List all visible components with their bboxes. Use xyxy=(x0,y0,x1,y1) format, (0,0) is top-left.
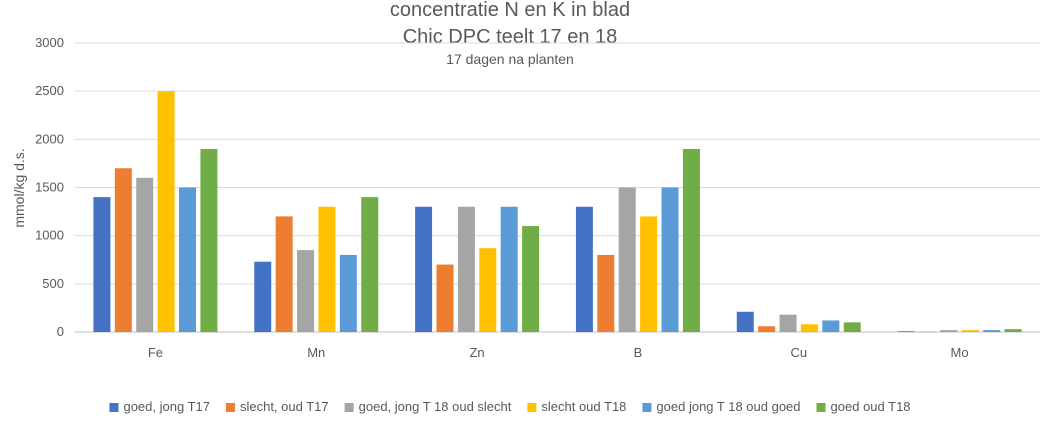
legend-label: slecht oud T18 xyxy=(541,399,626,414)
bar-mn-series-6 xyxy=(361,197,379,332)
bar-zn-series-3 xyxy=(457,206,475,332)
legend-item: slecht, oud T17 xyxy=(225,399,329,414)
bar-mn-series-1 xyxy=(254,261,272,332)
bar-cu-series-3 xyxy=(779,314,797,332)
y-tick-label: 1000 xyxy=(35,228,64,243)
bar-zn-series-1 xyxy=(415,206,433,332)
bar-mo-series-2 xyxy=(918,331,936,333)
bar-fe-series-5 xyxy=(179,187,197,332)
legend-label: goed, jong T17 xyxy=(123,399,210,414)
bar-fe-series-6 xyxy=(200,148,218,332)
bar-cu-series-5 xyxy=(822,320,840,332)
chart-title-line-2: Chic DPC teelt 17 en 18 xyxy=(403,26,618,48)
bar-b-series-2 xyxy=(597,254,615,332)
bar-b-series-6 xyxy=(682,148,700,332)
bar-zn-series-5 xyxy=(500,206,518,332)
bar-b-series-5 xyxy=(661,187,679,332)
gridlines xyxy=(75,42,1040,333)
legend-label: slecht, oud T17 xyxy=(240,399,329,414)
bar-mn-series-4 xyxy=(318,206,336,332)
legend-swatch xyxy=(642,403,652,412)
legend-label: goed oud T18 xyxy=(831,399,911,414)
bar-zn-series-4 xyxy=(479,248,497,332)
x-tick-label: Fe xyxy=(148,345,163,360)
bar-fe-series-1 xyxy=(93,197,111,332)
bar-mo-series-5 xyxy=(983,330,1001,332)
x-tick-label: Zn xyxy=(469,345,484,360)
legend-label: goed, jong T 18 oud slecht xyxy=(359,399,512,414)
x-tick-label: Mn xyxy=(307,345,325,360)
bar-mo-series-1 xyxy=(897,331,915,332)
bar-b-series-4 xyxy=(640,216,658,332)
legend-item: goed jong T 18 oud goed xyxy=(642,399,801,414)
bar-cu-series-6 xyxy=(843,322,861,332)
y-axis-label: mmol/kg d.s. xyxy=(11,148,27,227)
bar-cu-series-1 xyxy=(736,311,754,332)
bar-fe-series-2 xyxy=(114,168,132,332)
legend-swatch xyxy=(816,403,826,412)
y-tick-label: 500 xyxy=(42,276,64,291)
legend-item: goed, jong T17 xyxy=(109,399,210,414)
legend-swatch xyxy=(225,403,235,412)
bars xyxy=(93,91,1022,333)
bar-mo-series-4 xyxy=(961,330,979,332)
bar-mn-series-2 xyxy=(275,216,293,332)
legend-item: slecht oud T18 xyxy=(527,399,626,414)
bar-fe-series-4 xyxy=(157,91,175,333)
bar-mn-series-5 xyxy=(339,254,357,332)
legend-swatch xyxy=(109,403,119,412)
x-axis-ticks: Fe Mn Zn B Cu Mo xyxy=(148,345,969,360)
bar-cu-series-4 xyxy=(800,324,818,332)
legend-label: goed jong T 18 oud goed xyxy=(656,399,800,414)
y-tick-label: 2000 xyxy=(35,131,64,146)
x-tick-label: Mo xyxy=(951,345,969,360)
chart-subtitle: 17 dagen na planten xyxy=(446,51,574,67)
x-tick-label: B xyxy=(634,345,643,360)
y-tick-label: 1500 xyxy=(35,180,64,195)
bar-b-series-3 xyxy=(618,187,636,332)
bar-mo-series-6 xyxy=(1004,329,1022,332)
legend-item: goed, jong T 18 oud slecht xyxy=(344,399,512,414)
y-axis-ticks: 0 500 1000 1500 2000 2500 3000 xyxy=(35,35,64,339)
y-tick-label: 0 xyxy=(57,324,64,339)
legend: goed, jong T17 slecht, oud T17 goed, jong … xyxy=(109,399,911,414)
legend-swatch xyxy=(344,403,354,412)
bar-mo-series-3 xyxy=(940,330,958,332)
legend-swatch xyxy=(527,403,537,412)
bar-fe-series-3 xyxy=(136,177,154,332)
x-tick-label: Cu xyxy=(790,345,807,360)
bar-cu-series-2 xyxy=(758,326,776,332)
bar-zn-series-2 xyxy=(436,264,454,332)
chart-title: concentratie N en K in blad Chic DPC tee… xyxy=(390,0,630,48)
bar-zn-series-6 xyxy=(522,226,540,332)
y-tick-label: 2500 xyxy=(35,83,64,98)
legend-item: goed oud T18 xyxy=(816,399,911,414)
y-tick-label: 3000 xyxy=(35,35,64,50)
chart-title-line-1: concentratie N en K in blad xyxy=(390,0,630,21)
bar-mn-series-3 xyxy=(297,250,315,332)
bar-b-series-1 xyxy=(575,206,593,332)
